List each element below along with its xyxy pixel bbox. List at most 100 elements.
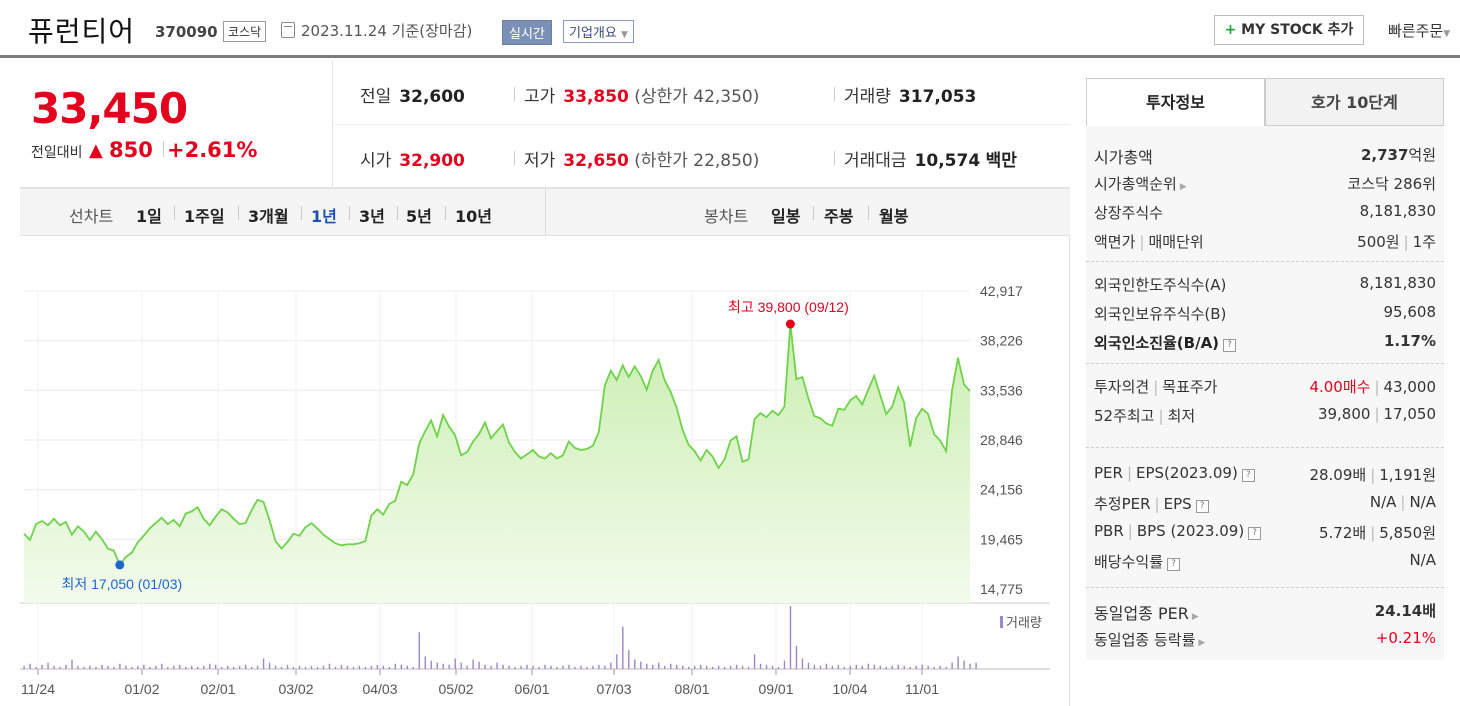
help-icon[interactable]: ? xyxy=(1223,339,1237,352)
shares-value: 8,181,830 xyxy=(1359,202,1436,220)
volume-bar xyxy=(406,665,408,669)
price-chart[interactable]: 42,917 38,226 33,536 28,846 24,156 19,465 14,7… xyxy=(20,236,1070,706)
w52-low-value: 17,050 xyxy=(1383,405,1437,423)
volume-bar xyxy=(951,662,953,669)
tab-1week[interactable]: 1주일 xyxy=(184,207,225,226)
volume-bar xyxy=(915,665,917,669)
realtime-button[interactable]: 실시간 xyxy=(502,20,552,45)
volume-bar xyxy=(250,666,253,669)
volume-bar xyxy=(376,664,379,669)
volume-bar xyxy=(520,665,522,669)
company-info-dropdown[interactable]: 기업개요 ▼ xyxy=(563,20,634,43)
volume-bar xyxy=(813,664,816,669)
volume-bar xyxy=(831,665,834,669)
x-tick-label: 05/02 xyxy=(438,681,473,697)
y-tick-label: 42,917 xyxy=(980,283,1023,299)
tab-3year[interactable]: 3년 xyxy=(359,207,385,226)
bps-value: 5,850원 xyxy=(1379,524,1436,542)
add-mystock-button[interactable]: + MY STOCK 추가 xyxy=(1214,15,1364,45)
help-icon[interactable]: ? xyxy=(1167,558,1181,571)
volume-bar xyxy=(370,665,373,669)
volume-bar xyxy=(334,666,337,669)
volume-bar xyxy=(580,665,582,669)
help-icon[interactable]: ? xyxy=(1241,469,1255,482)
tab-10year[interactable]: 10년 xyxy=(455,207,492,226)
tab-orderbook[interactable]: 호가 10단계 xyxy=(1265,78,1444,126)
volume-bar xyxy=(855,664,858,669)
volume-bar xyxy=(65,664,67,669)
volume-bar xyxy=(616,654,618,669)
industry-per-link[interactable]: 동일업종 PER ▶ xyxy=(1094,600,1199,624)
tab-3month[interactable]: 3개월 xyxy=(248,207,289,226)
x-tick-label: 01/02 xyxy=(124,681,159,697)
cap-rank-link[interactable]: 시가총액순위 ▶ xyxy=(1094,173,1187,194)
volume-bar xyxy=(717,665,720,669)
volume-bar xyxy=(550,665,552,669)
est-per-value: N/A xyxy=(1369,493,1397,511)
volume-bar xyxy=(77,665,79,669)
divider: | xyxy=(1374,378,1380,396)
lower-limit-value: 22,850) xyxy=(693,151,760,171)
high-label: 고가 xyxy=(524,87,556,107)
div-label-wrap: 배당수익률? xyxy=(1094,551,1181,572)
divider xyxy=(445,206,446,220)
volume-bar xyxy=(897,664,899,669)
est-per-value-wrap: N/A | N/A xyxy=(1370,493,1436,511)
divider: | xyxy=(1127,522,1133,540)
volume-bar xyxy=(825,663,828,669)
stock-header: 퓨런티어 370090 코스닥 2023.11.24 기준(장마감) 실시간 기… xyxy=(0,0,1460,58)
chevron-right-icon: ▶ xyxy=(1191,612,1199,622)
volume-bar xyxy=(107,665,109,669)
tab-monthly[interactable]: 월봉 xyxy=(879,207,909,226)
tab-1day[interactable]: 1일 xyxy=(136,207,162,226)
divider xyxy=(834,87,835,101)
chevron-down-icon: ▼ xyxy=(620,30,628,40)
target-value: 43,000 xyxy=(1383,378,1437,396)
divider xyxy=(334,124,1070,125)
volume-bar xyxy=(113,666,115,669)
volume-bar xyxy=(316,666,319,669)
trade-amount: 거래대금 10,574 백만 xyxy=(844,146,1017,171)
foreign-hold-value: 95,608 xyxy=(1383,303,1437,321)
volume-bar xyxy=(526,664,528,669)
volume-bar xyxy=(41,664,43,669)
volume-bar xyxy=(35,666,37,669)
volume-bar xyxy=(771,665,774,669)
row-52week: 52주최고 | 최저 39,800 | 17,050 xyxy=(1094,405,1436,433)
stock-code: 370090 xyxy=(155,23,218,41)
tab-daily[interactable]: 일봉 xyxy=(771,207,801,226)
help-icon[interactable]: ? xyxy=(1248,527,1262,540)
price-change: 850 xyxy=(109,138,153,162)
volume-bar xyxy=(795,645,798,669)
low-annotation: 최저 17,050 (01/03) xyxy=(61,576,182,592)
industry-rate-link[interactable]: 동일업종 등락률 ▶ xyxy=(1094,629,1205,650)
volume-bar xyxy=(765,664,768,669)
volume-bar xyxy=(328,663,331,669)
divider xyxy=(397,206,398,220)
open-price: 시가 32,900 xyxy=(360,146,465,171)
help-icon[interactable]: ? xyxy=(1195,500,1209,513)
tab-weekly[interactable]: 주봉 xyxy=(824,207,854,226)
divider xyxy=(868,206,869,220)
tab-investment-info[interactable]: 투자정보 xyxy=(1086,78,1265,126)
volume-bar xyxy=(191,665,193,669)
volume-bar xyxy=(292,666,295,669)
tab-5year[interactable]: 5년 xyxy=(406,207,432,226)
volume-bar xyxy=(412,666,414,669)
w52-low-label: 최저 xyxy=(1167,407,1196,425)
w52-value-wrap: 39,800 | 17,050 xyxy=(1318,405,1436,423)
volume-bar xyxy=(777,666,780,669)
volume-bar xyxy=(676,664,678,669)
change-label: 전일대비 xyxy=(31,145,83,161)
y-tick-label: 33,536 xyxy=(980,382,1023,398)
volume-bar xyxy=(179,664,181,669)
x-tick-label: 02/01 xyxy=(200,681,235,697)
upper-limit-value: 42,350) xyxy=(693,87,760,107)
volume-bar xyxy=(490,665,492,669)
industry-per-value-wrap: 24.14배 xyxy=(1375,600,1436,621)
volume-bar xyxy=(502,664,504,669)
volume: 거래량 317,053 xyxy=(844,82,976,107)
volume-label: 거래량 xyxy=(844,87,891,107)
tab-1year[interactable]: 1년 xyxy=(311,207,337,226)
quick-order-dropdown[interactable]: 빠른주문▼ xyxy=(1388,20,1450,41)
